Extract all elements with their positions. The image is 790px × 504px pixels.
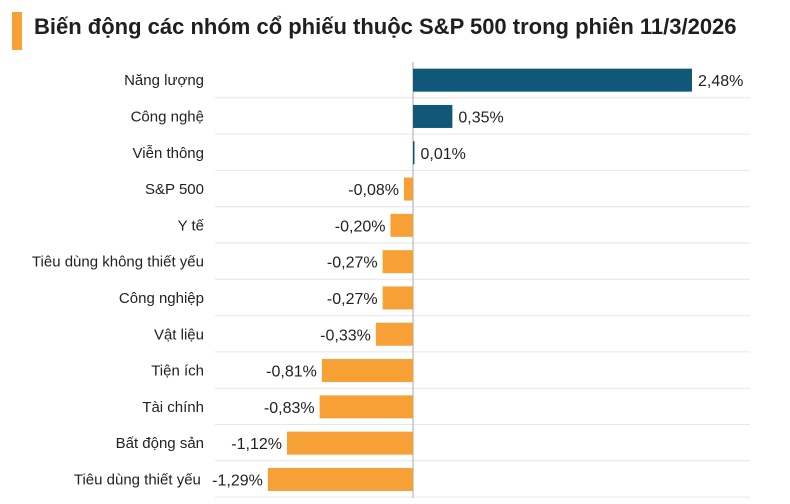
bar-9	[321, 359, 413, 383]
category-label: S&P 500	[145, 181, 204, 198]
value-label: -0,33%	[320, 327, 371, 344]
bar-4	[404, 177, 413, 201]
value-label: -0,83%	[264, 400, 315, 417]
category-label: Công nghiệp	[119, 290, 204, 307]
bar-5	[390, 213, 413, 237]
bar-2	[413, 104, 453, 128]
bar-8	[375, 322, 413, 346]
value-label: 2,48%	[698, 73, 743, 90]
title-accent-bar	[12, 12, 22, 50]
category-label: Tiêu dùng không thiết yếu	[32, 254, 204, 271]
bar-1	[413, 68, 692, 92]
bar-7	[382, 286, 413, 310]
category-label: Bất động sản	[116, 435, 204, 452]
category-label: Công nghệ	[131, 108, 204, 125]
category-label: Tiêu dùng thiết yếu	[74, 471, 201, 488]
category-label: Năng lượng	[124, 72, 204, 89]
value-label: 0,35%	[458, 109, 503, 126]
value-label: -1,12%	[231, 436, 282, 453]
value-label: -0,20%	[335, 218, 386, 235]
value-label: -1,29%	[212, 472, 263, 489]
bar-12	[267, 467, 413, 491]
value-label: 0,01%	[421, 146, 466, 163]
value-label: -0,27%	[327, 255, 378, 272]
category-label: Y tế	[178, 217, 205, 234]
category-label: Vật liệu	[154, 326, 204, 343]
value-label: -0,27%	[327, 291, 378, 308]
value-label: -0,81%	[266, 364, 317, 381]
bar-11	[287, 431, 413, 455]
bar-10	[319, 395, 413, 419]
chart-title: Biến động các nhóm cổ phiếu thuộc S&P 50…	[34, 14, 737, 39]
category-label: Tài chính	[142, 399, 204, 416]
bar-3	[413, 141, 415, 165]
category-label: Tiện ích	[151, 363, 204, 380]
value-label: -0,08%	[348, 182, 399, 199]
category-label: Viễn thông	[133, 145, 204, 162]
bar-6	[382, 250, 413, 274]
